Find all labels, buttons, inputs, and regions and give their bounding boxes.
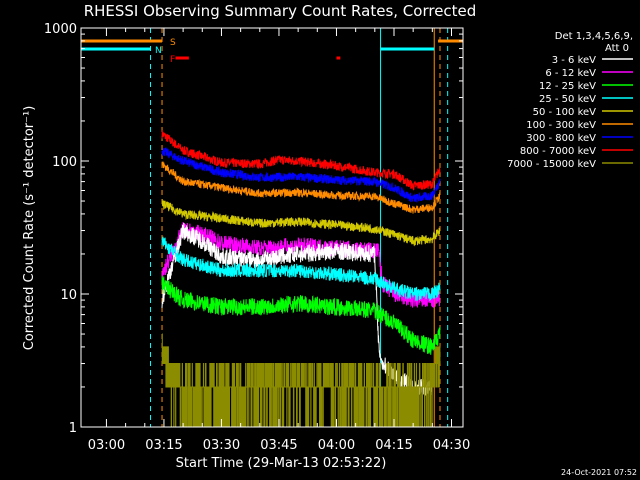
y-tick-label: 1000 (44, 22, 77, 37)
y-tick-label: 100 (52, 155, 77, 170)
legend-header: Att 0 (605, 43, 629, 54)
series-line (161, 236, 441, 302)
flag-label-n: N (155, 46, 162, 56)
series-line (161, 199, 441, 247)
axes: 1 10 100 1000 03:00 03:15 03:30 03:45 04:00 04:15… (44, 22, 470, 453)
series-line (161, 161, 441, 214)
legend-label: 6 - 12 keV (545, 68, 596, 79)
y-tick-label: 1 (69, 421, 77, 436)
legend-label: 3 - 6 keV (552, 55, 596, 66)
legend-label: 800 - 7000 keV (520, 146, 596, 157)
series-line (161, 333, 441, 428)
x-tick-label: 03:00 (88, 438, 125, 453)
legend-label: 50 - 100 keV (533, 107, 597, 118)
x-tick-label: 04:30 (433, 438, 470, 453)
legend-label: 100 - 300 keV (526, 120, 596, 131)
legend-label: 25 - 50 keV (539, 94, 596, 105)
y-tick-label: 10 (60, 288, 77, 303)
chart-title: RHESSI Observing Summary Count Rates, Co… (84, 2, 477, 20)
x-tick-label: 03:15 (145, 438, 182, 453)
flag-label-s: S (170, 38, 176, 48)
x-tick-label: 03:45 (260, 438, 297, 453)
x-axis-label: Start Time (29-Mar-13 02:53:22) (176, 456, 387, 471)
legend-label: 300 - 800 keV (526, 133, 596, 144)
legend: Det 1,3,4,5,6,9,Att 0 3 - 6 keV 6 - 12 keV… (507, 31, 633, 170)
x-tick-label: 04:15 (375, 438, 412, 453)
plot-frame (80, 27, 464, 428)
timestamp: 24-Oct-2021 07:52 (561, 468, 637, 477)
series-line (161, 130, 441, 191)
plot-marks: SNF (80, 28, 463, 428)
x-tick-label: 03:30 (203, 438, 240, 453)
x-tick-label: 04:00 (318, 438, 355, 453)
y-axis-label: Corrected Count Rate (s⁻¹ detector⁻¹) (22, 106, 37, 351)
legend-label: 12 - 25 keV (539, 81, 596, 92)
legend-label: 7000 - 15000 keV (507, 159, 596, 170)
series-line (161, 147, 441, 203)
flag-label-f: F (170, 55, 175, 65)
series-line (161, 276, 441, 355)
legend-header: Det 1,3,4,5,6,9, (555, 31, 633, 42)
